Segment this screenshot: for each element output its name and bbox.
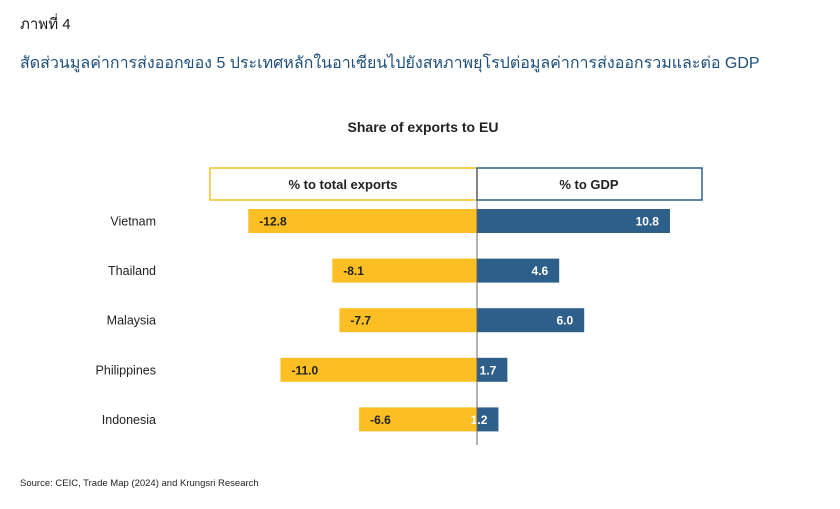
- bar-exports: [359, 407, 477, 432]
- category-label: Thailand: [108, 264, 156, 278]
- data-label-gdp: 6.0: [557, 314, 574, 328]
- data-label-exports: -12.8: [259, 215, 287, 229]
- bar-gdp: [477, 308, 585, 333]
- data-label-gdp: 10.8: [636, 215, 660, 229]
- category-label: Malaysia: [107, 314, 156, 328]
- legend-label-gdp: % to GDP: [559, 177, 619, 192]
- data-label-exports: -11.0: [291, 363, 318, 377]
- chart-title: Share of exports to EU: [348, 119, 499, 135]
- legend-label-exports: % to total exports: [288, 177, 397, 192]
- category-label: Philippines: [96, 363, 156, 377]
- legend-box-exports: [209, 167, 478, 201]
- data-label-exports: -6.6: [370, 413, 391, 427]
- bar-exports: [248, 209, 477, 233]
- category-label: Vietnam: [110, 215, 156, 229]
- bar-gdp: [477, 407, 499, 432]
- bar-exports: [332, 258, 477, 283]
- bar-exports: [280, 357, 477, 382]
- bar-gdp: [477, 258, 560, 283]
- figure-label: ภาพที่ 4: [20, 16, 71, 33]
- bar-gdp: [477, 357, 508, 382]
- figure-title: สัดส่วนมูลค่าการส่งออกของ 5 ประเทศหลักใน…: [20, 55, 760, 72]
- bar-exports: [339, 308, 477, 333]
- data-label-exports: -7.7: [350, 314, 371, 328]
- bar-gdp: [477, 209, 670, 233]
- data-label-gdp: 4.6: [531, 264, 548, 278]
- data-label-gdp: 1.2: [471, 413, 488, 427]
- data-label-exports: -8.1: [343, 264, 364, 278]
- chart: Share of exports to EU % to total exports…: [96, 119, 703, 445]
- data-label-gdp: 1.7: [480, 363, 497, 377]
- category-label: Indonesia: [102, 413, 156, 427]
- source-note: Source: CEIC, Trade Map (2024) and Krung…: [20, 478, 259, 489]
- legend-box-gdp: [476, 167, 703, 201]
